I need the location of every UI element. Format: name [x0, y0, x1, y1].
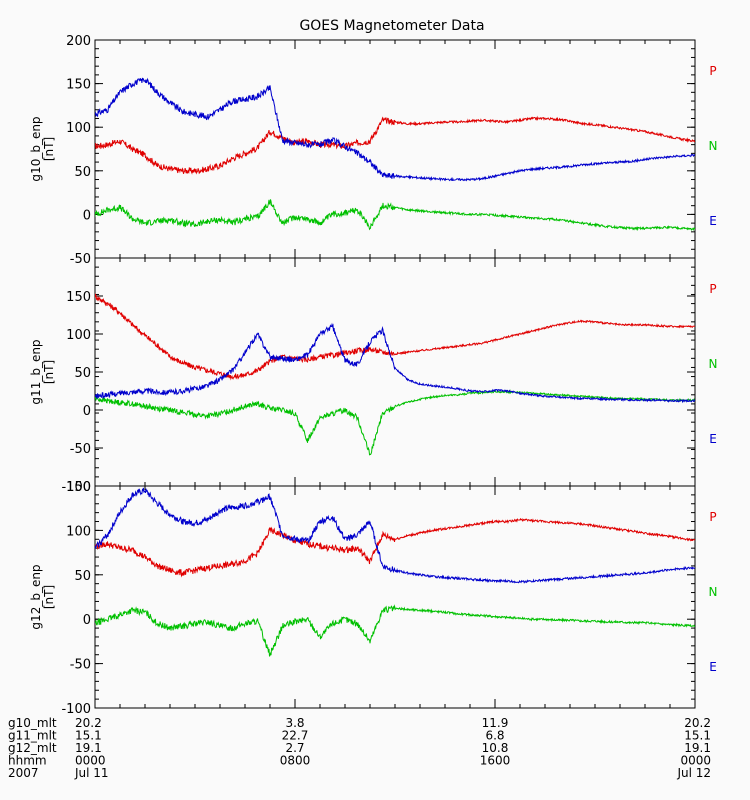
legend-E: E — [709, 660, 717, 674]
bottom-row-label: g11_mlt — [8, 729, 57, 743]
bottom-row-value: 22.7 — [282, 729, 309, 743]
bottom-row-value: Jul 11 — [74, 766, 109, 780]
bottom-row-value: 0000 — [75, 754, 106, 768]
bottom-row-value: 3.8 — [285, 716, 304, 730]
bottom-row-value: Jul 12 — [676, 766, 711, 780]
bottom-row-value: 0000 — [680, 754, 711, 768]
bottom-row-value: 20.2 — [75, 716, 102, 730]
panel-3: -100 -50 0 50 100 150 g12_b_enp [nT] P N E — [29, 480, 717, 717]
y-axis-unit: [nT] — [42, 137, 56, 161]
series-line-N — [95, 389, 695, 456]
legend-N: N — [709, 139, 718, 153]
panel-2: -100 -50 0 50 100 150 g11_b_enp [nT] P N E — [29, 257, 718, 495]
plot-frame — [94, 257, 696, 487]
y-axis-label: g12_b_enp — [29, 564, 43, 629]
y-axis-label: g10_b_enp — [29, 116, 43, 181]
y-tick-label: -50 — [70, 658, 91, 673]
y-tick-label: 150 — [66, 78, 91, 93]
legend-N: N — [709, 357, 718, 371]
bottom-row-value: 19.1 — [75, 741, 102, 755]
y-tick-label: 200 — [66, 34, 91, 49]
y-tick-label: 100 — [66, 524, 91, 539]
bottom-row-label: 2007 — [8, 766, 39, 780]
y-tick-label: 100 — [66, 121, 91, 136]
bottom-row-label: hhmm — [8, 754, 47, 768]
bottom-row-value: 6.8 — [485, 729, 504, 743]
y-tick-label: 50 — [74, 569, 91, 584]
legend-E: E — [709, 432, 717, 446]
series-line-E — [95, 487, 695, 584]
bottom-row-value: 15.1 — [75, 729, 102, 743]
y-axis-unit: [nT] — [42, 360, 56, 384]
series-line-P — [95, 292, 695, 381]
y-axis-label: g11_b_enp — [29, 339, 43, 404]
series-line-N — [95, 199, 695, 232]
bottom-row-value: 20.2 — [684, 716, 711, 730]
y-tick-label: 150 — [66, 290, 91, 305]
panel-1: -50 0 50 100 150 200 g10_b_enp [nT] P N E — [29, 34, 717, 267]
series-line-E — [95, 77, 695, 182]
y-tick-label: 0 — [83, 404, 91, 419]
y-tick-label: -50 — [70, 442, 91, 457]
legend-P: P — [709, 282, 716, 296]
bottom-row-value: 11.9 — [482, 716, 509, 730]
series-line-P — [95, 517, 695, 578]
y-tick-label: 0 — [83, 208, 91, 223]
y-tick-label: -50 — [70, 252, 91, 267]
y-tick-label: 0 — [83, 613, 91, 628]
bottom-row-value: 15.1 — [684, 729, 711, 743]
bottom-row-value: 19.1 — [684, 741, 711, 755]
legend-P: P — [709, 64, 716, 78]
y-tick-label: 50 — [74, 165, 91, 180]
y-tick-label: 100 — [66, 328, 91, 343]
bottom-row-value: 2.7 — [285, 741, 304, 755]
legend-E: E — [709, 214, 717, 228]
bottom-row-value: 1600 — [480, 754, 511, 768]
bottom-row-label: g12_mlt — [8, 741, 57, 755]
y-tick-label: -100 — [61, 480, 91, 495]
bottom-row-value: 10.8 — [482, 741, 509, 755]
y-tick-label: -100 — [61, 702, 91, 717]
series-line-P — [95, 115, 695, 175]
series-line-E — [95, 322, 695, 404]
y-tick-label: 150 — [66, 480, 91, 495]
bottom-row-value: 0800 — [280, 754, 311, 768]
bottom-row-label: g10_mlt — [8, 716, 57, 730]
legend-P: P — [709, 510, 716, 524]
chart-title: GOES Magnetometer Data — [299, 18, 484, 34]
legend-N: N — [709, 585, 718, 599]
y-axis-unit: [nT] — [42, 585, 56, 609]
y-tick-label: 50 — [74, 366, 91, 381]
series-line-N — [95, 604, 695, 657]
